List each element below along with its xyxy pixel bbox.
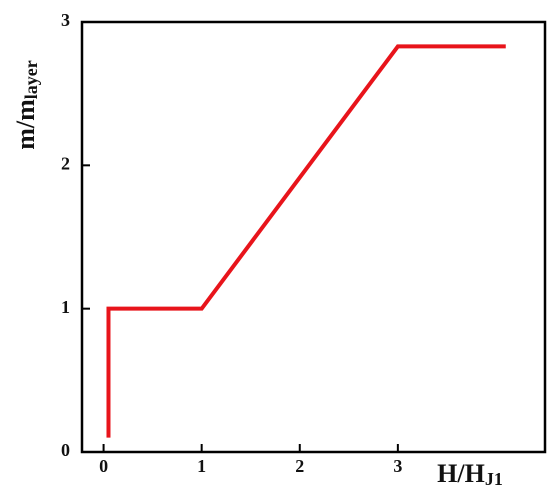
plot-frame bbox=[80, 20, 547, 454]
y-axis-label: m/mlayer bbox=[11, 60, 41, 150]
x-tick-label: 1 bbox=[197, 456, 206, 476]
x-axis-label: H/HJ1 bbox=[437, 459, 503, 489]
x-tick-label: 3 bbox=[393, 456, 402, 476]
y-tick-label: 1 bbox=[61, 297, 70, 317]
y-label-main: m/m bbox=[11, 99, 40, 150]
x-label-sub: J1 bbox=[485, 469, 503, 489]
y-tick-label: 3 bbox=[61, 10, 70, 30]
x-label-main: H/H bbox=[437, 459, 485, 488]
y-tick-label: 2 bbox=[61, 153, 70, 173]
x-tick-label: 2 bbox=[295, 456, 304, 476]
y-label-sub: layer bbox=[21, 60, 41, 99]
data-line bbox=[106, 44, 506, 438]
y-tick-label: 0 bbox=[61, 440, 70, 460]
x-tick-label: 0 bbox=[99, 456, 108, 476]
